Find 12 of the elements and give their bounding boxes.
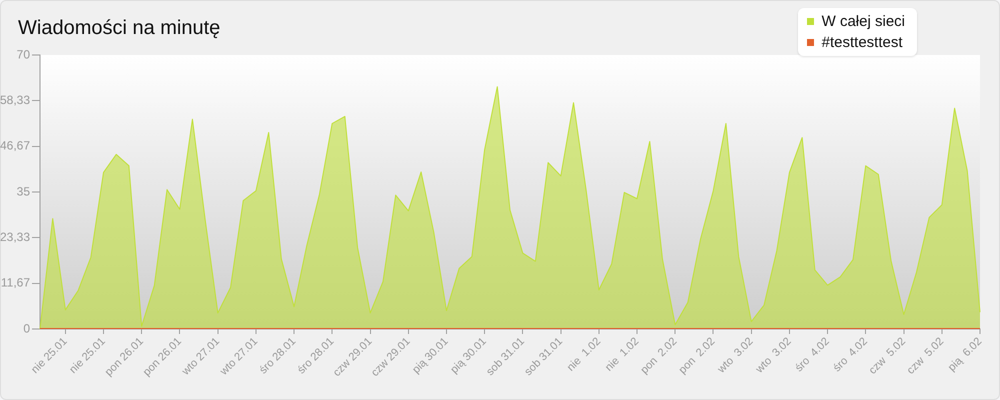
- y-tick-label: 0: [23, 321, 30, 336]
- y-tick-label: 11,67: [0, 276, 30, 290]
- y-tick-label: 46,67: [0, 138, 30, 153]
- legend-label: #testtesttest: [822, 34, 903, 51]
- x-tick-label: śro 4.02: [793, 335, 832, 374]
- y-tick-label: 58,33: [0, 92, 30, 107]
- x-tick-label: pią 6.02: [946, 335, 984, 374]
- legend-label: W całej sieci: [822, 13, 905, 30]
- y-tick-label: 70: [16, 47, 30, 62]
- y-tick-label: 35: [16, 184, 30, 198]
- chart-title: Wiadomości na minutę: [18, 17, 220, 40]
- y-tick-label: 23,33: [0, 230, 30, 244]
